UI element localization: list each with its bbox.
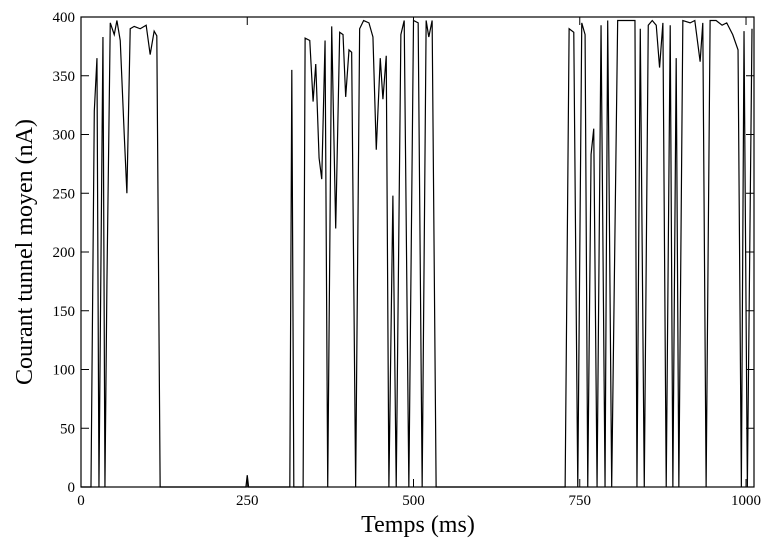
y-tick-label: 150 <box>53 304 76 320</box>
x-tick-label: 750 <box>569 493 592 509</box>
y-axis-title: Courant tunnel moyen (nA) <box>12 119 38 385</box>
y-tick-label: 200 <box>53 245 76 261</box>
x-tick-label: 1000 <box>731 493 761 509</box>
y-tick-label: 300 <box>53 128 76 144</box>
x-tick-label: 500 <box>402 493 425 509</box>
plot-frame <box>80 16 755 488</box>
y-tick-label: 0 <box>68 480 76 496</box>
y-tick-label: 50 <box>60 421 75 437</box>
x-tick-label: 250 <box>236 493 259 509</box>
y-tick-label: 250 <box>53 186 76 202</box>
x-axis-title: Temps (ms) <box>361 512 475 538</box>
y-tick-label: 400 <box>53 10 76 26</box>
y-tick-label: 100 <box>53 363 76 379</box>
data-line <box>81 19 753 488</box>
x-tick-label: 0 <box>77 493 85 509</box>
y-tick-label: 350 <box>53 69 76 85</box>
